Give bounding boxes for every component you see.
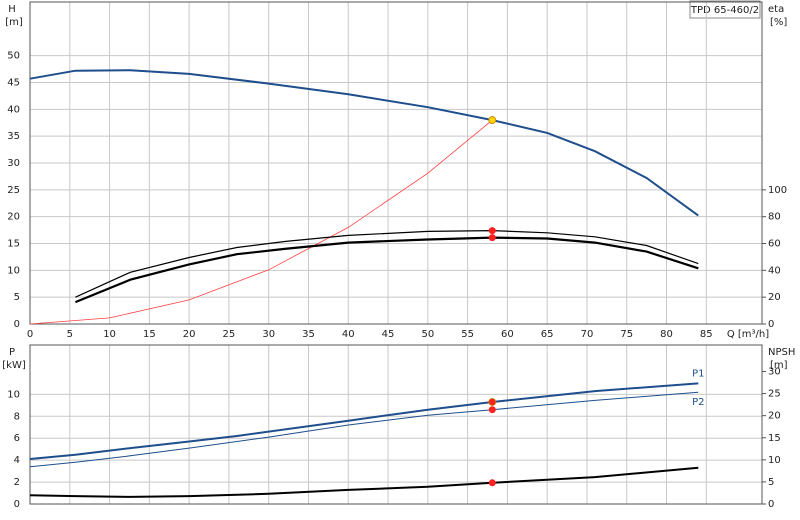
curve [75, 229, 699, 298]
x-tick-label: 50 [421, 329, 434, 340]
curve [29, 391, 699, 468]
x-tick-label: 85 [700, 329, 713, 340]
curve [29, 69, 699, 217]
x-tick-label: 60 [501, 329, 514, 340]
x-tick-label: 0 [27, 329, 33, 340]
y-tick-label: 20 [7, 212, 20, 223]
y2-tick-label: 10 [768, 455, 781, 466]
y-tick-label: 0 [14, 499, 20, 510]
y-axis-label: H [8, 4, 16, 15]
y-tick-label: 10 [7, 389, 20, 400]
operating-point [488, 227, 496, 235]
x-tick-label: 40 [342, 329, 355, 340]
y2-tick-label: 100 [768, 185, 787, 196]
y2-tick-label: 80 [768, 212, 781, 223]
plot-frame [29, 344, 763, 505]
y-tick-label: 30 [7, 158, 20, 169]
curve [29, 382, 699, 460]
x-tick-label: 25 [223, 329, 236, 340]
y2-tick-label: 40 [768, 265, 781, 276]
x-tick-label: 35 [302, 329, 315, 340]
y-tick-label: 50 [7, 51, 20, 62]
y-axis-label: P [9, 347, 15, 358]
y-tick-label: 6 [14, 433, 20, 444]
y2-axis-unit: [m] [770, 360, 788, 371]
y-tick-label: 5 [14, 292, 20, 303]
y-tick-label: 2 [14, 477, 20, 488]
y-axis-unit: [kW] [2, 360, 26, 371]
x-tick-label: 15 [143, 329, 156, 340]
curve-label: P1 [692, 368, 704, 379]
curve [29, 466, 699, 498]
operating-point [488, 234, 496, 242]
y-tick-label: 40 [7, 104, 20, 115]
curve [29, 119, 493, 325]
y2-tick-label: 5 [768, 477, 774, 488]
x-tick-label: 55 [461, 329, 474, 340]
x-tick-label: 10 [103, 329, 116, 340]
operating-point [488, 398, 497, 406]
y-tick-label: 25 [7, 185, 20, 196]
x-tick-label: 45 [382, 329, 395, 340]
y2-tick-label: 0 [768, 319, 774, 330]
plot-frame [29, 1, 763, 325]
y2-axis-label: NPSH [768, 347, 795, 358]
y2-tick-label: 60 [768, 239, 781, 250]
y2-tick-label: 20 [768, 411, 781, 422]
y-tick-label: 35 [7, 131, 20, 142]
x-tick-label: 5 [67, 329, 73, 340]
model-label: TPD 65-460/2 [690, 5, 759, 16]
operating-point [488, 116, 497, 124]
operating-point [488, 479, 496, 487]
x-tick-label: 80 [660, 329, 673, 340]
model-box [689, 0, 761, 19]
x-tick-label: 30 [262, 329, 275, 340]
x-tick-label: 70 [581, 329, 594, 340]
curve [74, 236, 699, 304]
y2-tick-label: 20 [768, 292, 781, 303]
x-tick-label: 20 [183, 329, 196, 340]
y-tick-label: 0 [14, 319, 20, 330]
y2-tick-label: 30 [768, 367, 781, 378]
y2-tick-label: 0 [768, 499, 774, 510]
y-tick-label: 4 [14, 455, 20, 466]
y-axis-unit: [m] [5, 17, 23, 28]
y-tick-label: 10 [7, 265, 20, 276]
curve-label: P2 [692, 397, 704, 408]
y-tick-label: 45 [7, 78, 20, 89]
operating-point [488, 406, 496, 414]
y2-tick-label: 15 [768, 433, 781, 444]
y2-tick-label: 25 [768, 389, 781, 400]
y2-axis-label: eta [768, 4, 784, 15]
x-axis-label: Q [m³/h] [727, 329, 769, 340]
y-tick-label: 15 [7, 239, 20, 250]
x-tick-label: 65 [541, 329, 554, 340]
y2-axis-unit: [%] [770, 17, 787, 28]
x-tick-label: 75 [620, 329, 633, 340]
y-tick-label: 8 [14, 411, 20, 422]
